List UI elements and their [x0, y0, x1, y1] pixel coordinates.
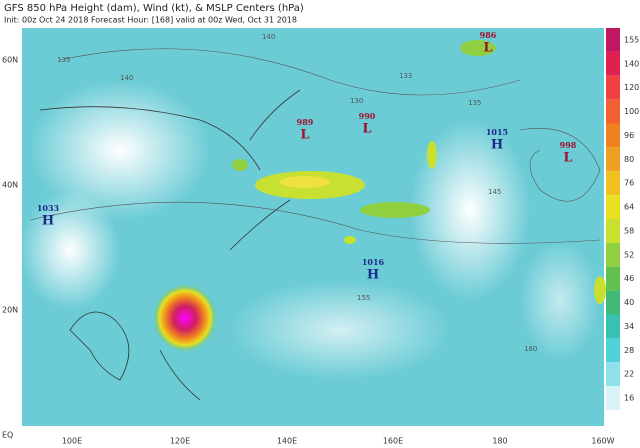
colorbar-segment [606, 75, 620, 100]
latitude-label: 40N [2, 181, 18, 190]
longitude-label: 140E [277, 437, 297, 446]
pressure-center: L [483, 41, 492, 56]
pressure-center: H [367, 268, 379, 283]
longitude-label: 160W [591, 437, 614, 446]
pressure-center: L [300, 128, 309, 143]
latitude-label: 20N [2, 306, 18, 315]
colorbar-segment [606, 362, 620, 387]
colorbar-segment [606, 171, 620, 196]
pressure-value: 989 [297, 117, 314, 127]
colorbar-label: 120 [624, 83, 639, 92]
contour-label: 135 [468, 99, 481, 107]
colorbar-label: 100 [624, 107, 639, 116]
map-field [20, 28, 606, 426]
colorbar-label: 46 [624, 274, 634, 283]
pressure-value: 1015 [486, 127, 508, 137]
longitude-label: 160E [383, 437, 403, 446]
colorbar-label: 28 [624, 346, 634, 355]
contour-label: 140 [120, 74, 133, 82]
colorbar-label: 16 [624, 394, 634, 403]
colorbar-segment [606, 290, 620, 315]
contour-label: 130 [350, 97, 363, 105]
colorbar-label: 22 [624, 370, 634, 379]
contour-label: 135 [57, 56, 70, 64]
longitude-label: 120E [170, 437, 190, 446]
contour-label: 160 [524, 345, 537, 353]
colorbar-label: 58 [624, 226, 634, 235]
colorbar-label: 34 [624, 322, 634, 331]
contour-label: 133 [399, 72, 412, 80]
pressure-center: L [362, 122, 371, 137]
colorbar-segment [606, 242, 620, 267]
subtitle: Init: 00z Oct 24 2018 Forecast Hour: [16… [4, 16, 297, 25]
colorbar-label: 76 [624, 179, 634, 188]
colorbar-label: 140 [624, 59, 639, 68]
pressure-center: H [42, 214, 54, 229]
longitude-label: 180 [492, 437, 507, 446]
pressure-value: 1033 [37, 203, 60, 213]
colorbar-segment [606, 147, 620, 172]
contour-label: 155 [357, 294, 370, 302]
contour-label: 140 [262, 33, 275, 41]
pressure-value: 986 [480, 30, 497, 40]
colorbar-label: 96 [624, 131, 634, 140]
title: GFS 850 hPa Height (dam), Wind (kt), & M… [4, 3, 304, 14]
colorbar-segment [606, 266, 620, 291]
colorbar-segment [606, 219, 620, 243]
colorbar-segment [606, 28, 620, 52]
colorbar-label: 80 [624, 155, 634, 164]
colorbar-segment [606, 314, 620, 339]
colorbar-segment [606, 195, 620, 219]
pressure-center: H [491, 138, 503, 153]
pressure-center: L [563, 151, 572, 166]
colorbar-segment [606, 386, 620, 410]
pressure-value: 1016 [362, 257, 385, 267]
colorbar-label: 155 [624, 35, 639, 44]
pressure-value: 990 [359, 111, 376, 121]
colorbar-segment [606, 51, 620, 76]
colorbar-segment [606, 99, 620, 124]
latitude-label: 60N [2, 56, 18, 65]
longitude-label: 100E [62, 437, 82, 446]
colorbar-label: 40 [624, 298, 634, 307]
colorbar-label: 64 [624, 203, 634, 212]
colorbar-segment [606, 123, 620, 148]
colorbar-label: 52 [624, 250, 634, 259]
colorbar-segment [606, 338, 620, 363]
pressure-value: 998 [560, 140, 577, 150]
latitude-label: EQ [2, 431, 13, 440]
contour-label: 145 [488, 188, 501, 196]
